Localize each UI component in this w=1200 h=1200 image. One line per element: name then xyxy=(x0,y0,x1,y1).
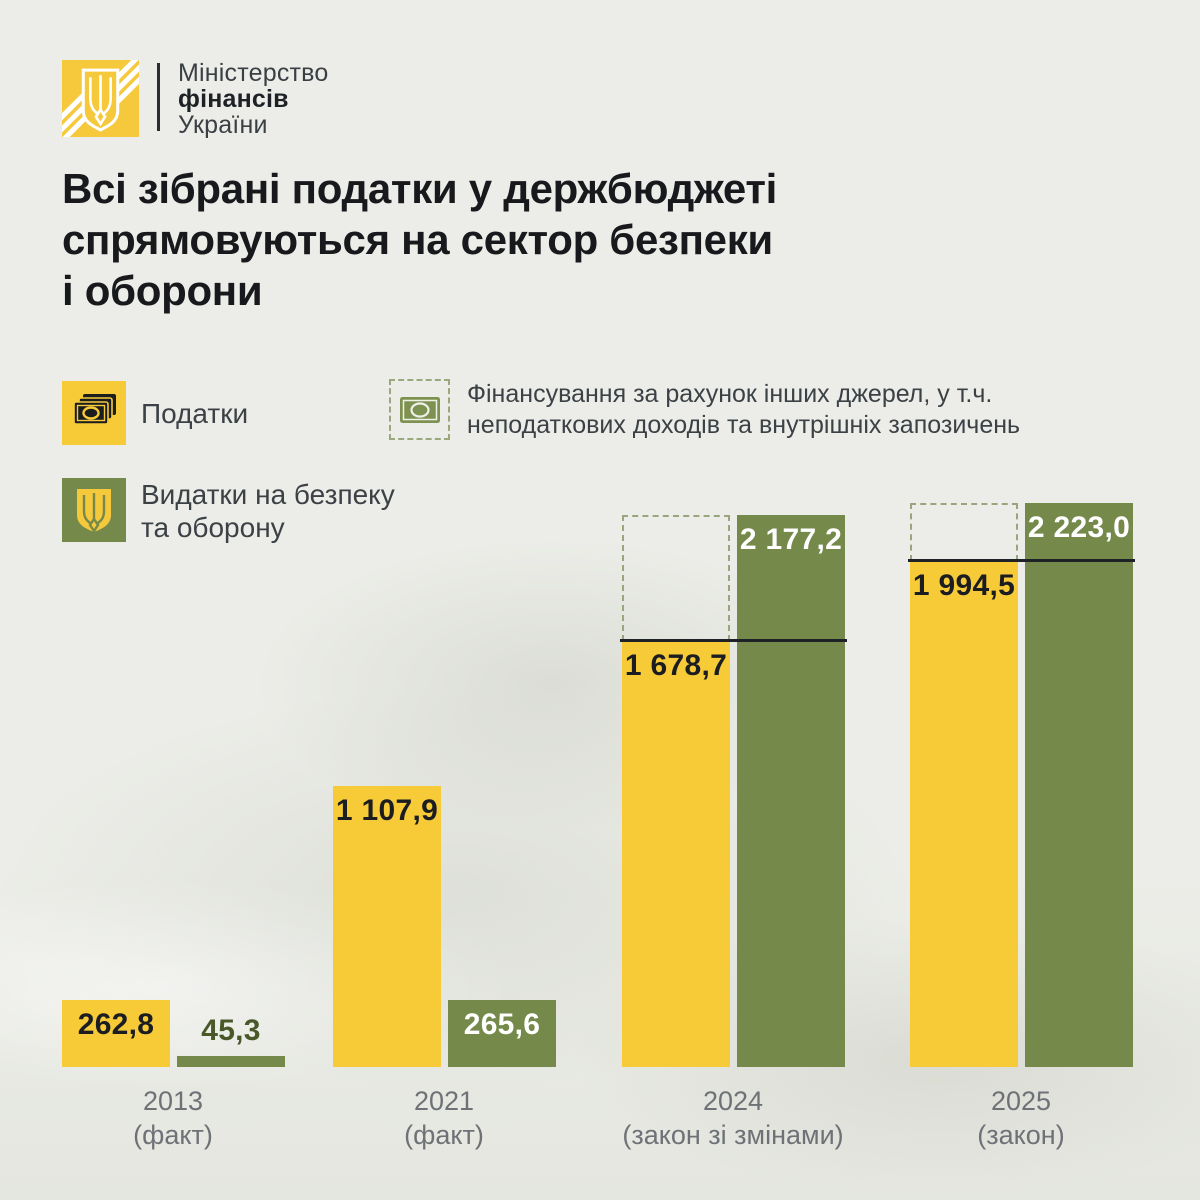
header-divider xyxy=(157,63,160,131)
legend-defense-label: Видатки на безпеку та оборону xyxy=(141,478,395,544)
taxes-swatch xyxy=(62,381,126,445)
category-label-2024: 2024 (закон зі змінами) xyxy=(563,1084,903,1152)
ministry-of-finance-logo-icon xyxy=(62,60,139,137)
ministry-name: Міністерство фінансів України xyxy=(178,60,328,138)
legend-defense-line1: Видатки на безпеку xyxy=(141,479,395,510)
legend-other-financing-label: Фінансування за рахунок інших джерел, у … xyxy=(467,379,1020,441)
category-note: (факт) xyxy=(404,1120,484,1150)
category-year: 2025 xyxy=(990,1086,1052,1116)
tax-level-line xyxy=(620,639,847,642)
page-title: Всі зібрані податки у держбюджеті спрямо… xyxy=(62,163,777,316)
title-line1: Всі зібрані податки у держбюджеті xyxy=(62,165,778,212)
ministry-name-line3: України xyxy=(178,111,268,139)
taxes-bar-2013: 262,8 xyxy=(62,1000,170,1067)
legend-taxes-label: Податки xyxy=(141,397,249,429)
defense-bar-2025: 2 223,0 xyxy=(1025,503,1133,1067)
category-note: (факт) xyxy=(133,1120,213,1150)
other-financing-box xyxy=(910,503,1018,561)
other-financing-box xyxy=(622,515,730,641)
legend-item-defense: Видатки на безпеку та оборону xyxy=(62,478,395,544)
ministry-name-line1: Міністерство xyxy=(178,59,329,87)
defense-bar-2024: 2 177,2 xyxy=(737,515,845,1067)
tax-level-line xyxy=(908,559,1135,562)
trident-shield-icon xyxy=(77,489,111,533)
defense-value-label: 2 177,2 xyxy=(739,523,843,556)
category-label-2021: 2021 (факт) xyxy=(274,1084,614,1152)
taxes-bar-2025: 1 994,5 xyxy=(910,561,1018,1067)
other-financing-swatch xyxy=(389,379,450,440)
title-line2: спрямовуються на сектор безпеки xyxy=(62,216,773,263)
category-label-2013: 2013 (факт) xyxy=(3,1084,343,1152)
category-label-2025: 2025 (закон) xyxy=(851,1084,1191,1152)
header: Міністерство фінансів України xyxy=(62,60,328,138)
legend-defense-line2: та оборону xyxy=(141,512,285,543)
legend-other-financing-line2: неподаткових доходів та внутрішніх запоз… xyxy=(467,411,1021,439)
defense-bar-2013 xyxy=(177,1056,285,1067)
category-year: 2021 xyxy=(413,1086,475,1116)
category-note: (закон зі змінами) xyxy=(622,1120,844,1150)
taxes-value-label: 1 107,9 xyxy=(335,794,439,827)
legend-item-other-financing: Фінансування за рахунок інших джерел, у … xyxy=(389,379,1020,441)
taxes-bar-2024: 1 678,7 xyxy=(622,641,730,1067)
defense-swatch xyxy=(62,478,126,542)
defense-value-label: 45,3 xyxy=(201,1014,261,1047)
taxes-value-label: 1 994,5 xyxy=(912,569,1016,602)
defense-bar-2021: 265,6 xyxy=(448,1000,556,1067)
defense-value-label: 2 223,0 xyxy=(1027,511,1131,544)
defense-value-label: 265,6 xyxy=(463,1008,541,1041)
taxes-bar-2021: 1 107,9 xyxy=(333,786,441,1067)
banknotes-icon xyxy=(73,394,116,425)
category-year: 2013 xyxy=(142,1086,204,1116)
category-year: 2024 xyxy=(702,1086,764,1116)
taxes-value-label: 262,8 xyxy=(77,1008,155,1041)
banknote-icon xyxy=(399,396,440,423)
legend-other-financing-line1: Фінансування за рахунок інших джерел, у … xyxy=(467,380,993,408)
legend-item-taxes: Податки xyxy=(62,381,248,445)
category-note: (закон) xyxy=(977,1120,1065,1150)
title-line3: і оборони xyxy=(62,267,263,314)
taxes-value-label: 1 678,7 xyxy=(624,649,728,682)
ministry-name-line2: фінансів xyxy=(178,85,289,113)
